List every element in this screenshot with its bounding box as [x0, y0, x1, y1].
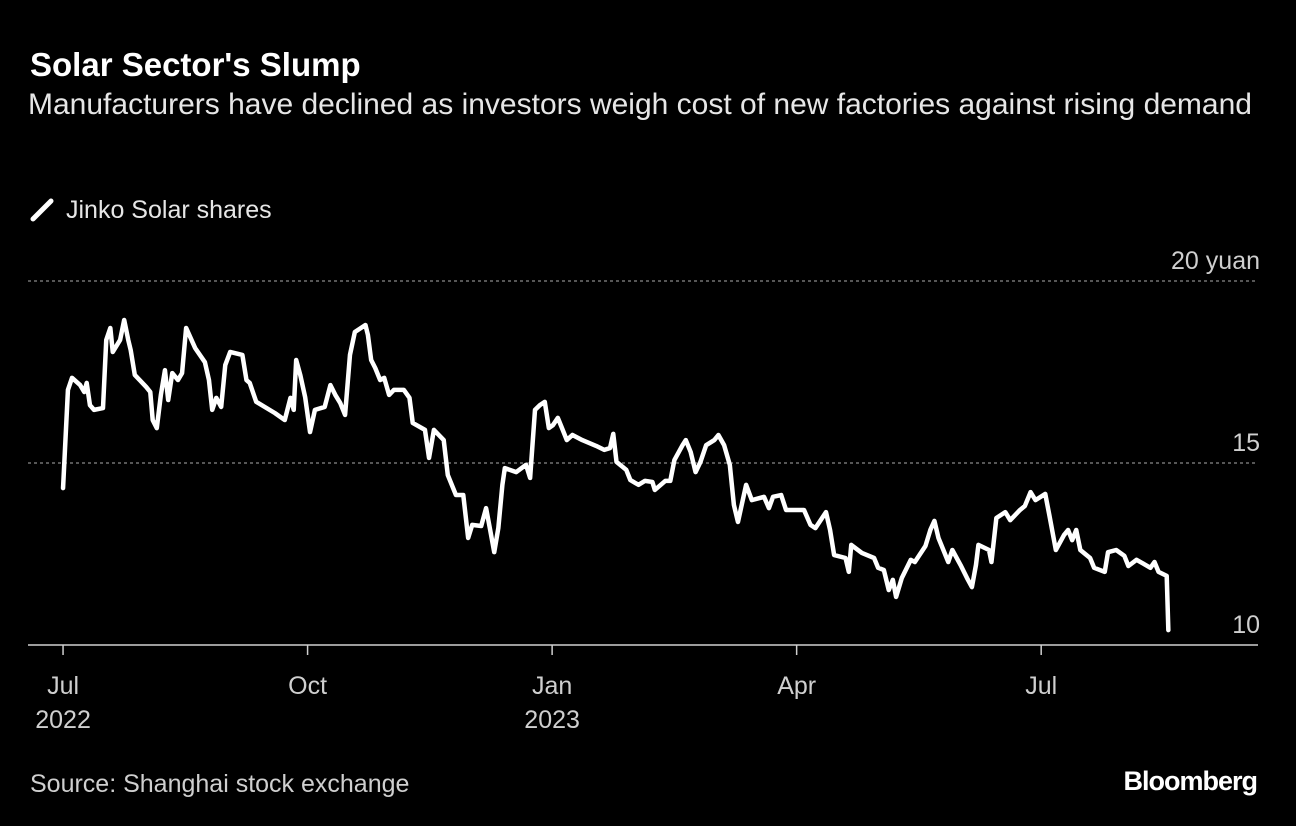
brand-logo: Bloomberg: [1123, 766, 1257, 796]
y-tick-label: 10: [1232, 611, 1260, 639]
y-tick-label: 20 yuan: [1171, 247, 1260, 275]
x-tick-year: 2022: [35, 706, 91, 734]
x-tick-label: Jan: [532, 672, 572, 700]
y-tick-label: 15: [1232, 429, 1260, 457]
x-tick-label: Jul: [1025, 672, 1057, 700]
legend-label: Jinko Solar shares: [66, 196, 272, 224]
legend-swatch: [30, 198, 54, 222]
subtitle-box: Manufacturers have declined as investors…: [28, 88, 1252, 121]
source: Source: Shanghai stock exchange: [30, 770, 409, 798]
x-tick-label: Jul: [47, 672, 79, 700]
chart-title: Solar Sector's Slump: [30, 46, 361, 83]
chart-subtitle: Manufacturers have declined as investors…: [28, 88, 1252, 121]
series-line: [60, 317, 1171, 633]
legend: Jinko Solar shares: [30, 196, 272, 224]
x-tick-year: 2023: [524, 706, 580, 734]
x-tick-label: Apr: [777, 672, 816, 700]
x-tick-label: Oct: [288, 672, 327, 700]
